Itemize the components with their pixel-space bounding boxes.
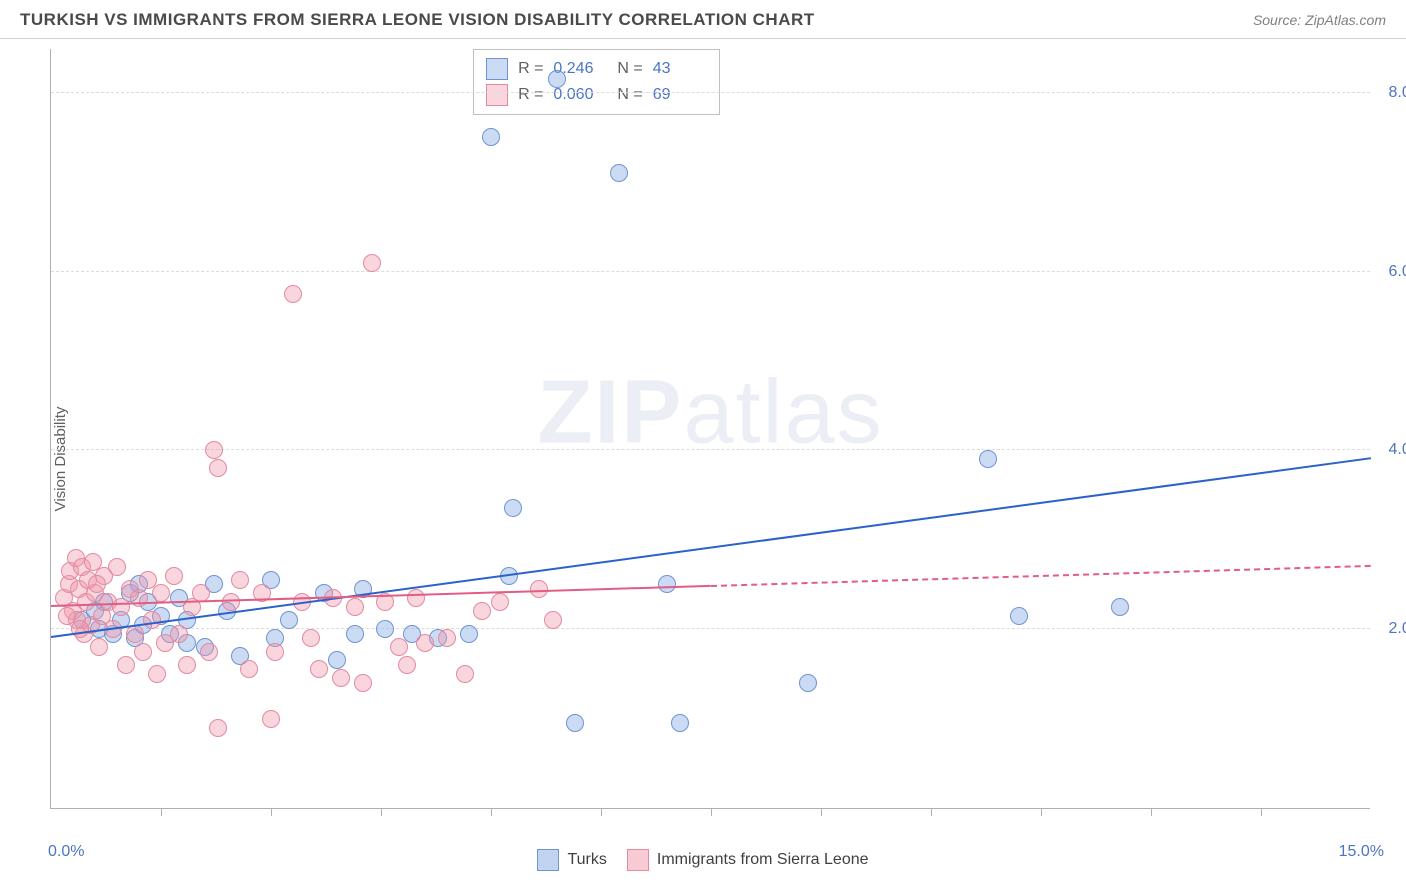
gridline: 6.0% — [51, 271, 1370, 272]
data-point — [566, 714, 584, 732]
data-point — [354, 674, 372, 692]
data-point — [376, 620, 394, 638]
data-point — [240, 660, 258, 678]
stat-r-label: R = — [518, 86, 543, 104]
x-tick — [711, 808, 712, 816]
data-point — [799, 674, 817, 692]
legend-swatch — [486, 84, 508, 106]
data-point — [280, 611, 298, 629]
plot-region: ZIPatlas R =0.246N =43R =0.060N =69 2.0%… — [50, 49, 1370, 809]
data-point — [134, 643, 152, 661]
legend-label: Immigrants from Sierra Leone — [657, 851, 869, 869]
legend-swatch — [627, 849, 649, 871]
chart-title: TURKISH VS IMMIGRANTS FROM SIERRA LEONE … — [20, 10, 815, 30]
y-tick-label: 6.0% — [1375, 263, 1406, 281]
x-tick — [381, 808, 382, 816]
trend-line — [51, 457, 1371, 638]
data-point — [302, 629, 320, 647]
legend-swatch — [537, 849, 559, 871]
y-tick-label: 8.0% — [1375, 84, 1406, 102]
x-tick — [601, 808, 602, 816]
x-tick — [931, 808, 932, 816]
data-point — [1111, 598, 1129, 616]
gridline: 8.0% — [51, 92, 1370, 93]
data-point — [658, 575, 676, 593]
data-point — [143, 611, 161, 629]
data-point — [71, 620, 89, 638]
data-point — [473, 602, 491, 620]
data-point — [170, 625, 188, 643]
data-point — [491, 593, 509, 611]
legend-item: Immigrants from Sierra Leone — [627, 849, 869, 871]
x-tick — [271, 808, 272, 816]
data-point — [148, 665, 166, 683]
data-point — [178, 656, 196, 674]
stat-n-label: N = — [617, 60, 642, 78]
legend: Turks Immigrants from Sierra Leone — [0, 849, 1406, 871]
data-point — [205, 441, 223, 459]
data-point — [438, 629, 456, 647]
data-point — [112, 598, 130, 616]
data-point — [390, 638, 408, 656]
trend-line — [711, 565, 1371, 587]
x-tick — [821, 808, 822, 816]
x-tick — [1151, 808, 1152, 816]
data-point — [90, 638, 108, 656]
data-point — [671, 714, 689, 732]
data-point — [346, 598, 364, 616]
data-point — [363, 254, 381, 272]
data-point — [266, 643, 284, 661]
data-point — [456, 665, 474, 683]
gridline: 2.0% — [51, 628, 1370, 629]
x-tick — [161, 808, 162, 816]
data-point — [1010, 607, 1028, 625]
data-point — [284, 285, 302, 303]
chart-source: Source: ZipAtlas.com — [1253, 12, 1386, 28]
chart-header: TURKISH VS IMMIGRANTS FROM SIERRA LEONE … — [0, 0, 1406, 39]
data-point — [209, 719, 227, 737]
gridline: 4.0% — [51, 449, 1370, 450]
stat-n-value: 43 — [653, 60, 707, 78]
data-point — [88, 575, 106, 593]
x-tick — [491, 808, 492, 816]
data-point — [152, 584, 170, 602]
data-point — [460, 625, 478, 643]
data-point — [310, 660, 328, 678]
legend-label: Turks — [567, 851, 606, 869]
legend-swatch — [486, 58, 508, 80]
stats-row: R =0.246N =43 — [486, 56, 707, 82]
stat-n-value: 69 — [653, 86, 707, 104]
data-point — [979, 450, 997, 468]
data-point — [222, 593, 240, 611]
x-tick — [1041, 808, 1042, 816]
data-point — [117, 656, 135, 674]
data-point — [482, 128, 500, 146]
data-point — [504, 499, 522, 517]
data-point — [610, 164, 628, 182]
data-point — [328, 651, 346, 669]
y-tick-label: 4.0% — [1375, 441, 1406, 459]
data-point — [200, 643, 218, 661]
data-point — [346, 625, 364, 643]
data-point — [332, 669, 350, 687]
data-point — [262, 710, 280, 728]
x-tick — [1261, 808, 1262, 816]
data-point — [544, 611, 562, 629]
data-point — [416, 634, 434, 652]
data-point — [108, 558, 126, 576]
data-point — [548, 70, 566, 88]
y-tick-label: 2.0% — [1375, 620, 1406, 638]
stat-r-label: R = — [518, 60, 543, 78]
data-point — [209, 459, 227, 477]
stat-n-label: N = — [617, 86, 642, 104]
data-point — [231, 571, 249, 589]
stat-r-value: 0.060 — [553, 86, 607, 104]
data-point — [398, 656, 416, 674]
data-point — [407, 589, 425, 607]
stats-row: R = 0.060 N = 69 — [486, 82, 707, 108]
correlation-stats-box: R =0.246N =43R =0.060N =69 — [473, 49, 720, 115]
chart-area: Vision Disability ZIPatlas R =0.246N =43… — [0, 39, 1406, 879]
legend-item: Turks — [537, 849, 606, 871]
data-point — [165, 567, 183, 585]
